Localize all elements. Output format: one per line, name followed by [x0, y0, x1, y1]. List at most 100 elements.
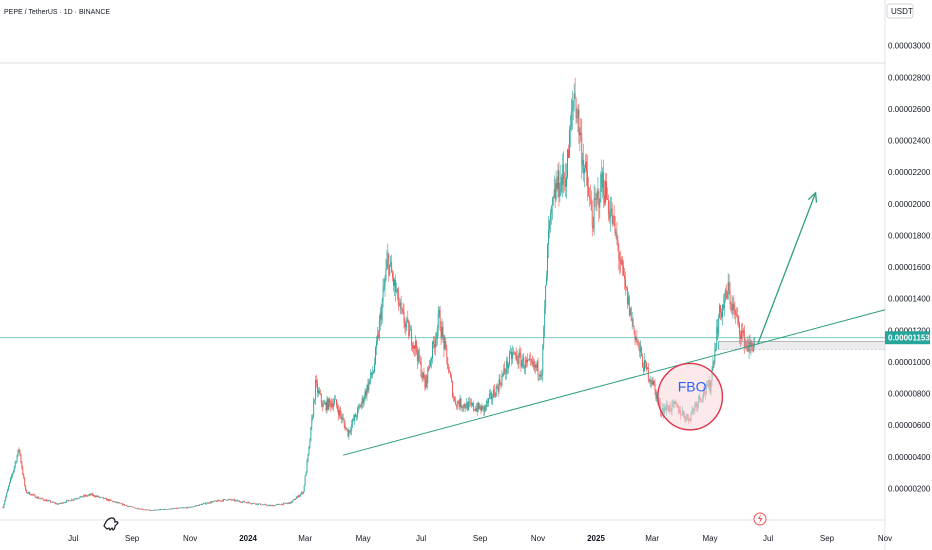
price-axis-labels[interactable]: 0.00000200 0.00000400 0.00000600 0.00000800…	[888, 42, 931, 494]
candle-body	[585, 161, 587, 169]
candle-body	[291, 501, 293, 504]
candle-body	[21, 462, 23, 469]
candle-body	[128, 506, 130, 507]
candle-body	[593, 198, 595, 229]
candle-body	[513, 352, 515, 354]
candle-body	[424, 379, 426, 388]
candle-body	[372, 373, 374, 376]
candle-body	[260, 503, 261, 505]
candle-body	[528, 359, 529, 361]
candle-body	[31, 494, 33, 495]
candle-body	[754, 341, 756, 344]
candle-body	[401, 308, 403, 310]
candle-body	[126, 505, 128, 507]
candle-body	[415, 341, 417, 352]
candle-body	[635, 337, 637, 340]
tradingview-logo[interactable]	[103, 517, 119, 532]
candle-body	[543, 327, 545, 345]
candle-body	[69, 500, 71, 502]
price-tick-label: 0.00001400	[888, 295, 931, 304]
candle-body	[629, 307, 631, 316]
candle-body	[483, 406, 485, 412]
candle-body	[293, 499, 295, 501]
candle-body	[114, 501, 116, 503]
currency-button[interactable]: USDT	[886, 3, 914, 19]
candle-body	[337, 405, 338, 410]
support-trendline[interactable]	[343, 309, 886, 456]
candle-body	[407, 318, 409, 321]
symbol-title[interactable]: PEPE / TetherUS · 1D · BINANCE	[4, 9, 110, 16]
candle-body	[95, 495, 97, 497]
candle-body	[653, 380, 655, 385]
candle-body	[159, 509, 161, 511]
candle-body	[440, 330, 442, 338]
candle-body	[361, 398, 363, 404]
candle-body	[558, 170, 560, 197]
target-arrow[interactable]	[757, 192, 817, 345]
candle-body	[611, 208, 613, 224]
candle-body	[554, 189, 556, 200]
candle-body	[508, 364, 510, 369]
candle-body	[80, 495, 82, 497]
candle-body	[111, 500, 113, 502]
candle-body	[578, 109, 580, 136]
candle-body	[382, 289, 384, 302]
candle-body	[76, 498, 78, 500]
candle-body	[243, 501, 245, 503]
candle-body	[9, 482, 10, 487]
candle-body	[158, 509, 160, 511]
candle-body	[584, 168, 586, 174]
candle-body	[446, 346, 448, 358]
candle-body	[116, 502, 118, 503]
candle-body	[406, 318, 408, 324]
candle-body	[179, 507, 181, 509]
candle-body	[559, 194, 561, 197]
candle-body	[421, 376, 423, 378]
candle-body	[32, 494, 34, 496]
candle-body	[320, 394, 322, 403]
candle-body	[102, 497, 104, 498]
candle-body	[317, 390, 319, 393]
candle-body	[500, 383, 502, 385]
candle-body	[246, 502, 248, 504]
candle-body	[107, 499, 109, 501]
drawings-layer[interactable]: FBO	[0, 191, 886, 456]
candle-body	[202, 503, 203, 505]
candle-body	[91, 493, 93, 496]
candle-body	[219, 500, 221, 502]
candle-body	[394, 279, 395, 286]
time-tick-label: Nov	[531, 534, 545, 543]
candle-body	[579, 132, 581, 136]
candle-body	[465, 407, 467, 409]
candle-body	[498, 379, 500, 392]
candle-body	[367, 385, 369, 391]
candle-body	[414, 341, 416, 349]
candle-body	[101, 497, 103, 498]
range-band[interactable]	[718, 341, 885, 350]
event-lightning-icon[interactable]	[753, 512, 767, 526]
candle-body	[234, 499, 236, 502]
candle-body	[399, 302, 401, 306]
candle-body	[456, 401, 458, 407]
candle-body	[103, 497, 105, 499]
candle-body	[180, 507, 182, 509]
candle-body	[620, 262, 622, 265]
candle-body	[301, 492, 303, 494]
candle-body	[209, 501, 211, 504]
candle-body	[404, 323, 406, 328]
candle-body	[98, 495, 100, 498]
fbo-ellipse[interactable]	[657, 362, 724, 431]
candle-body	[719, 305, 721, 318]
candle-body	[321, 402, 323, 407]
time-axis-labels[interactable]: Jul Sep Nov 2024 Mar May Jul Sep Nov 2025 Mar May Ju…	[68, 534, 892, 543]
candle-body	[222, 499, 224, 502]
candle-body	[300, 492, 302, 495]
price-tick-label: 0.00000400	[888, 453, 931, 462]
candle-body	[722, 304, 724, 309]
candle-body	[221, 500, 222, 502]
candle-body	[236, 500, 238, 501]
candle-body	[553, 189, 555, 197]
candle-body	[210, 501, 212, 503]
candle-body	[261, 504, 263, 506]
